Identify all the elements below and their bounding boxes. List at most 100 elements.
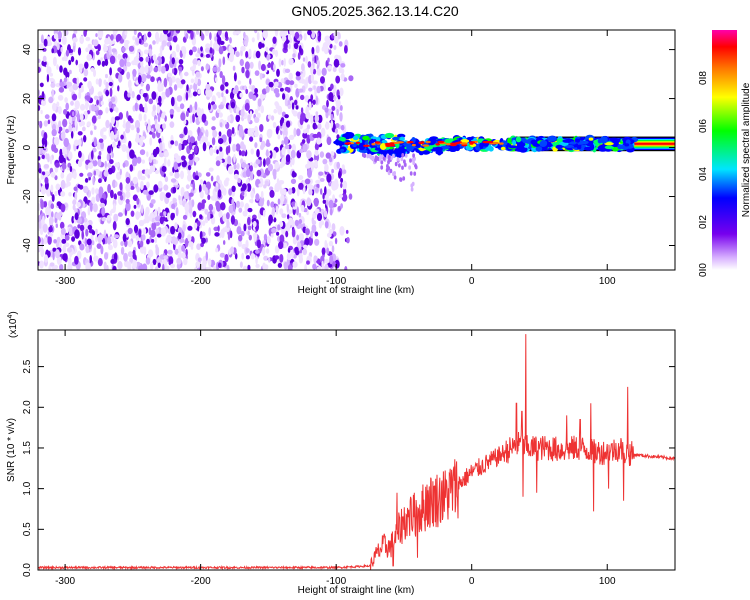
noise-speckle (98, 178, 102, 184)
noise-speckle (51, 48, 54, 54)
noise-speckle (258, 41, 263, 50)
spectrogram-noise-region (38, 30, 354, 270)
noise-speckle (287, 264, 293, 270)
noise-speckle (247, 216, 251, 226)
noise-speckle (165, 88, 170, 93)
noise-speckle (41, 137, 45, 146)
noise-speckle (286, 252, 292, 261)
noise-speckle (260, 140, 266, 148)
noise-speckle (85, 228, 89, 237)
noise-speckle (236, 200, 241, 208)
noise-speckle (316, 183, 320, 189)
band-blob (530, 139, 537, 145)
noise-speckle (338, 194, 344, 198)
noise-speckle (268, 81, 274, 88)
noise-speckle (278, 58, 282, 67)
noise-speckle (127, 251, 133, 258)
noise-speckle (151, 109, 157, 117)
noise-speckle (76, 112, 80, 123)
noise-speckle (344, 45, 348, 54)
band-tail-speckle (387, 154, 391, 160)
noise-speckle (43, 236, 48, 245)
noise-speckle (107, 45, 112, 53)
noise-speckle (167, 249, 173, 255)
noise-speckle (218, 46, 224, 55)
noise-speckle (298, 175, 304, 181)
noise-speckle (167, 212, 170, 221)
noise-speckle (244, 61, 250, 70)
noise-speckle (324, 263, 329, 270)
band-hotspot (374, 141, 381, 144)
band-tail-speckle (400, 156, 404, 162)
noise-speckle (224, 120, 227, 125)
noise-speckle (176, 106, 181, 113)
noise-speckle (126, 110, 129, 119)
noise-speckle (330, 83, 334, 90)
noise-speckle (161, 112, 166, 119)
noise-speckle (77, 131, 83, 136)
noise-speckle (259, 197, 264, 207)
noise-speckle (201, 113, 207, 123)
noise-speckle (211, 126, 216, 131)
noise-speckle (104, 58, 109, 67)
noise-speckle (104, 160, 107, 169)
noise-speckle (338, 170, 342, 179)
noise-speckle (220, 84, 225, 91)
noise-speckle (327, 57, 330, 63)
noise-speckle (291, 102, 295, 110)
noise-speckle (294, 201, 298, 210)
noise-speckle (40, 185, 47, 195)
noise-speckle (61, 238, 67, 244)
noise-speckle (284, 114, 289, 119)
noise-speckle (215, 247, 219, 253)
noise-speckle (332, 194, 336, 203)
noise-speckle (93, 170, 97, 176)
noise-speckle (86, 95, 91, 102)
band-hotspot (425, 140, 431, 144)
noise-speckle (226, 219, 230, 229)
noise-speckle (214, 232, 220, 237)
noise-speckle (330, 119, 334, 129)
noise-speckle (64, 234, 70, 241)
noise-speckle (84, 178, 89, 183)
noise-speckle (249, 78, 252, 85)
noise-speckle (273, 63, 276, 71)
noise-speckle (92, 147, 97, 153)
noise-speckle (256, 169, 262, 177)
noise-speckle (262, 209, 266, 217)
noise-speckle (127, 261, 132, 270)
noise-speckle (214, 186, 219, 192)
noise-speckle (229, 37, 232, 44)
snr-panel: -300 -200 -100 0 100 0.0 0.5 1.0 1.5 2.0 2.5 Heig… (6, 311, 676, 596)
noise-speckle (120, 134, 124, 140)
noise-speckle (111, 48, 117, 53)
band-hotspot (389, 142, 395, 145)
noise-speckle (155, 146, 160, 155)
noise-speckle (218, 104, 224, 110)
noise-speckle (174, 248, 180, 255)
noise-speckle (254, 142, 258, 149)
noise-speckle (273, 108, 278, 114)
band-tail-speckle (402, 176, 406, 181)
noise-speckle (316, 137, 322, 145)
band-blob (547, 141, 552, 148)
noise-speckle (217, 225, 220, 232)
noise-speckle (244, 102, 250, 112)
noise-speckle (307, 168, 312, 178)
noise-speckle (265, 157, 271, 167)
noise-speckle (245, 69, 250, 79)
noise-speckle (134, 120, 141, 130)
noise-speckle (53, 136, 60, 146)
noise-speckle (95, 236, 98, 242)
noise-speckle (140, 60, 144, 67)
noise-speckle (194, 175, 199, 181)
noise-speckle (139, 66, 145, 75)
noise-speckle (213, 264, 217, 270)
noise-speckle (145, 83, 150, 92)
noise-speckle (120, 241, 124, 247)
noise-speckle (60, 47, 63, 53)
noise-speckle (130, 124, 135, 131)
noise-speckle (302, 132, 308, 139)
noise-speckle (181, 245, 186, 252)
noise-speckle (145, 189, 149, 197)
